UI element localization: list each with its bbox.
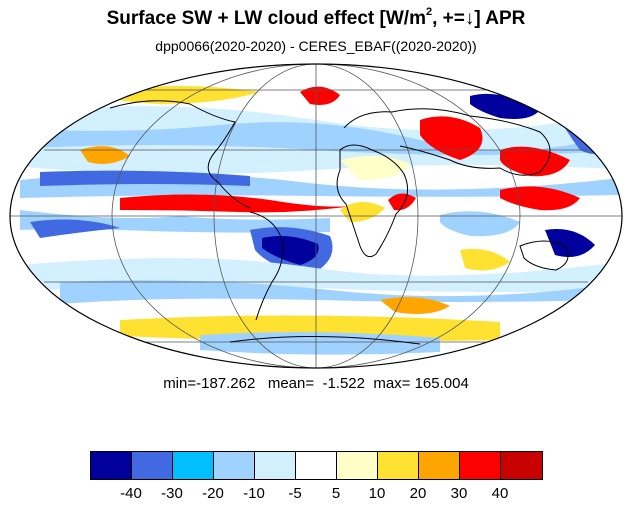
data-region [470, 93, 540, 119]
colorbar-swatch [419, 452, 460, 479]
colorbar-label: -20 [202, 485, 224, 502]
data-region [340, 155, 410, 180]
colorbar-swatch [91, 452, 132, 479]
colorbar-label: 40 [491, 485, 509, 502]
data-region [262, 236, 319, 265]
data-region [500, 186, 580, 211]
data-region [30, 219, 120, 238]
colorbar-swatch [460, 452, 501, 479]
data-region [500, 146, 570, 177]
data-region [545, 229, 595, 258]
map-subtitle: dpp0066(2020-2020) - CERES_EBAF((2020-20… [155, 38, 477, 54]
map-title: Surface SW + LW cloud effect [W/m2, +=↓]… [106, 6, 526, 29]
map-border [9, 63, 623, 369]
colorbar-label: -10 [243, 485, 265, 502]
data-region [420, 116, 483, 160]
data-region [388, 193, 416, 211]
data-region [340, 201, 385, 222]
data-region [440, 211, 520, 237]
data-region [80, 146, 130, 164]
colorbar-swatch [132, 452, 173, 479]
colorbar-swatch [296, 452, 337, 479]
colorbar-swatch [173, 452, 214, 479]
data-region [120, 194, 360, 213]
colorbar-swatch [378, 452, 419, 479]
colorbar [90, 451, 543, 480]
colorbar-swatch [214, 452, 255, 479]
data-region [60, 280, 600, 304]
data-region [200, 332, 440, 355]
colorbar-label: 10 [368, 485, 386, 502]
data-region [40, 170, 250, 186]
stats-line: min=-187.262 mean= -1.522 max= 165.004 [163, 375, 469, 392]
colorbar-label: -30 [161, 485, 183, 502]
colorbar-label: -40 [120, 485, 142, 502]
data-region [460, 248, 510, 271]
data-region [380, 297, 450, 314]
colorbar-labels: -40 -30 -20 -10 -5 5 10 20 30 40 [0, 485, 632, 503]
colorbar-label: 5 [331, 485, 341, 502]
colorbar-label: 30 [450, 485, 468, 502]
colorbar-label: -5 [288, 485, 302, 502]
colorbar-label: 20 [409, 485, 427, 502]
colorbar-swatch [337, 452, 378, 479]
coastlines [109, 100, 569, 345]
colorbar-swatch [255, 452, 296, 479]
data-region [300, 86, 340, 105]
data-field [10, 86, 622, 355]
graticule [10, 63, 622, 369]
colorbar-swatch [501, 452, 542, 479]
